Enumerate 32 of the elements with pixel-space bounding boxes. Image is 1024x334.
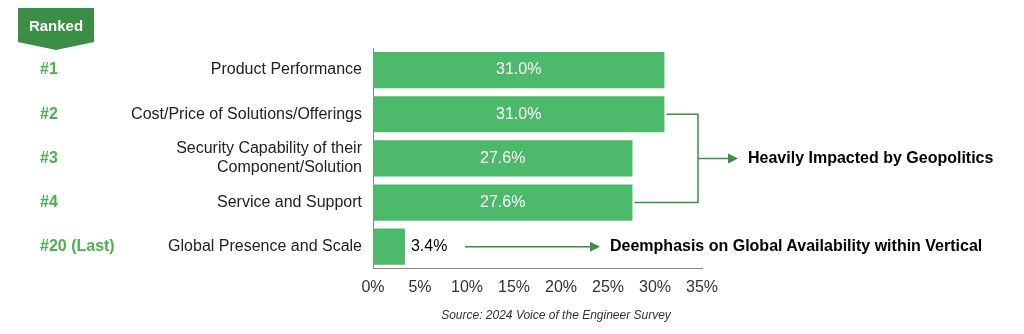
y-tick-label: Product Performance xyxy=(210,60,363,78)
text: Ranked xyxy=(28,17,84,35)
x-tick-label: 20% xyxy=(544,277,578,295)
x-tick-label: 25% xyxy=(591,277,625,295)
data-label: 31.0% xyxy=(496,104,542,122)
annotation: Deemphasis on Global Availability within Vertical xyxy=(610,237,983,255)
text: Heavily Impacted by Geopolitics xyxy=(748,148,994,166)
bar xyxy=(373,51,665,89)
x-tick-label: 30% xyxy=(638,277,672,295)
data-label: 3.4% xyxy=(410,237,448,255)
x-tick-label: 5% xyxy=(408,277,432,295)
x-tick-label: 10% xyxy=(450,277,484,295)
y-tick-label: Global Presence and Scale xyxy=(168,237,363,255)
y-tick-label: Cost/Price of Solutions/Offerings xyxy=(131,104,362,122)
text: #2 xyxy=(40,104,58,122)
y-tick-label: Service and Support xyxy=(217,192,363,210)
bar xyxy=(373,96,665,133)
x-tick-label: 15% xyxy=(497,277,531,295)
data-label: 27.6% xyxy=(480,192,526,210)
bar xyxy=(373,228,405,265)
text: #3 xyxy=(40,148,58,166)
bar xyxy=(373,140,633,177)
x-tick-label: 35% xyxy=(685,277,719,295)
text: #20 (Last) xyxy=(40,237,115,255)
bar xyxy=(373,184,633,221)
y-tick-label: Security Capability of their Component/Solution xyxy=(176,139,363,176)
text: #1 xyxy=(40,60,58,78)
x-tick-label: 0% xyxy=(361,277,385,295)
text: #4 xyxy=(40,192,58,210)
source-note: Source: 2024 Voice of the Engineer Survey xyxy=(441,308,672,323)
data-label: 31.0% xyxy=(496,60,542,78)
data-label: 27.6% xyxy=(480,148,526,166)
